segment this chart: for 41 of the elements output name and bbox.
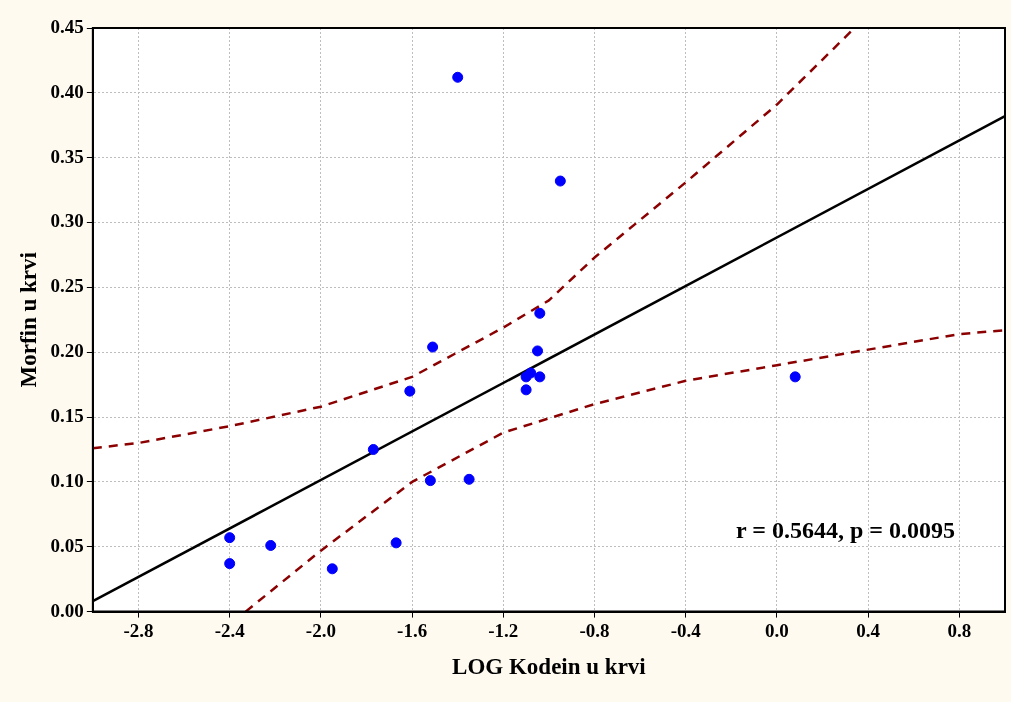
x-tick-label: -0.4: [670, 619, 702, 641]
point: [532, 345, 544, 357]
point: [424, 475, 436, 487]
point: [554, 175, 566, 187]
point: [525, 367, 537, 379]
x-tick-label: -2.0: [305, 619, 336, 641]
y-tick-label: 0.40: [50, 80, 84, 102]
point: [534, 307, 546, 319]
x-tick-label: 0.0: [765, 619, 789, 641]
point: [452, 71, 464, 83]
y-tick-label: 0.30: [50, 210, 84, 232]
y-tick-label: 0.45: [50, 15, 84, 37]
point: [789, 371, 801, 383]
point: [534, 371, 546, 383]
point: [224, 532, 236, 544]
point: [463, 473, 475, 485]
y-tick-label: 0.20: [50, 340, 84, 362]
annotation: r = 0.5644, p = 0.0095: [736, 516, 955, 543]
point: [326, 563, 338, 575]
point: [367, 443, 379, 455]
x-tick-label: -2.4: [214, 619, 246, 641]
x-tick-label: 0.8: [947, 619, 972, 641]
y-tick-label: 0.25: [50, 275, 84, 297]
y-tick-label: 0.15: [50, 404, 84, 426]
y-tick-label: 0.10: [50, 469, 84, 491]
point: [390, 537, 402, 549]
y-tick-label: 0.00: [50, 599, 84, 621]
point: [520, 384, 532, 396]
point: [427, 341, 439, 353]
point: [224, 558, 236, 570]
y-tick-label: 0.05: [50, 534, 84, 556]
y-axis-title: Morfin u krvi: [15, 251, 41, 388]
x-tick-label: 0.4: [856, 619, 881, 641]
x-tick-label: -1.6: [397, 619, 428, 641]
x-tick-label: -2.8: [123, 619, 154, 641]
point: [404, 385, 416, 397]
x-tick-label: -0.8: [579, 619, 610, 641]
x-axis-title: LOG Kodein u krvi: [452, 654, 647, 680]
x-tick-label: -1.2: [488, 619, 519, 641]
point: [265, 539, 277, 551]
y-tick-label: 0.35: [50, 145, 84, 167]
